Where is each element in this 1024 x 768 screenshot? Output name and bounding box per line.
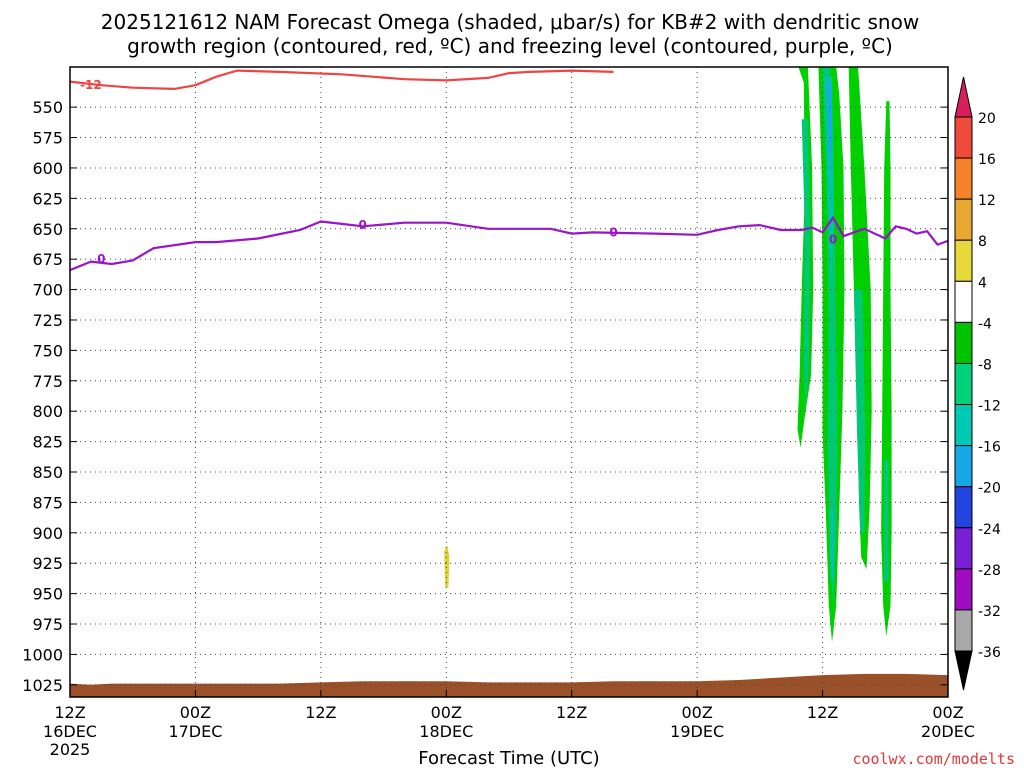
y-tick-label: 775 — [32, 372, 63, 391]
omega-core-3 — [853, 289, 866, 533]
y-tick-label: 800 — [32, 402, 63, 421]
x-tick-label-date: 17DEC — [168, 722, 222, 741]
colorbar-box — [954, 280, 973, 323]
x-tick-label-time: 00Z — [932, 703, 963, 722]
contour-lines: 0 0 0 0 -12 — [69, 69, 949, 272]
x-tick-label-time: 12Z — [305, 703, 336, 722]
omega-yellow-1 — [444, 545, 450, 588]
colorbar-label: 12 — [978, 193, 996, 209]
y-tick-label: 850 — [32, 463, 63, 482]
y-tick-label: 750 — [32, 341, 63, 360]
y-tick-label: 725 — [32, 311, 63, 330]
x-tick-label-year: 2025 — [50, 740, 91, 759]
colorbar-label: -4 — [978, 316, 992, 332]
x-tick-label-time: 12Z — [807, 703, 838, 722]
colorbar-box — [954, 527, 973, 570]
y-tick-label: 550 — [32, 98, 63, 117]
colorbar-bottom-arrow — [954, 650, 973, 691]
colorbar-label: 20 — [978, 111, 996, 127]
terrain-fill — [70, 673, 948, 697]
colorbar-label: 4 — [978, 275, 987, 291]
y-tick-label: 925 — [32, 554, 63, 573]
chart-title-line1: 2025121612 NAM Forecast Omega (shaded, μ… — [101, 10, 919, 34]
x-tick-label-date: 19DEC — [670, 722, 724, 741]
y-tick-label: 675 — [32, 250, 63, 269]
x-tick-label-time: 00Z — [180, 703, 211, 722]
colorbar-box — [954, 609, 973, 652]
colorbar-label: -16 — [978, 440, 1001, 456]
omega-core-4 — [884, 459, 889, 582]
colorbar-box — [954, 157, 973, 200]
colorbar-label: -24 — [978, 522, 1001, 538]
colorbar-label: -28 — [978, 563, 1001, 579]
x-tick-label-date: 20DEC — [921, 722, 975, 741]
dgz-contour-line — [69, 69, 614, 91]
y-tick-label: 650 — [32, 220, 63, 239]
terrain-polygon — [70, 673, 948, 697]
omega-core-1 — [801, 119, 810, 412]
omega-blue-1 — [826, 82, 832, 168]
y-tick-label: 575 — [32, 129, 63, 148]
x-tick-label-time: 12Z — [54, 703, 85, 722]
colorbar-box — [954, 116, 973, 159]
colorbar-box — [954, 568, 973, 611]
gridlines — [70, 67, 948, 697]
y-tick-label: 950 — [32, 585, 63, 604]
omega-shading — [444, 67, 892, 643]
colorbar-label: -12 — [978, 399, 1001, 415]
freezing-level-contour-label: 0 — [609, 225, 617, 239]
plot-frame — [69, 66, 949, 698]
colorbar-label: -20 — [978, 481, 1001, 497]
chart-title-line2: growth region (contoured, red, ºC) and f… — [127, 34, 893, 58]
y-tick-label: 600 — [32, 159, 63, 178]
y-tick-labels: 550 575 600 625 650 675 700 725 750 775 800 825 850 8… — [22, 98, 63, 695]
omega-core-2 — [822, 67, 838, 606]
x-tick-label-date: 18DEC — [419, 722, 473, 741]
colorbar-box — [954, 198, 973, 241]
colorbar-box — [954, 321, 973, 364]
freezing-level-contour-label: 0 — [97, 252, 105, 266]
x-tick-label-time: 12Z — [556, 703, 587, 722]
colorbar-label: -36 — [978, 645, 1001, 661]
freezing-level-contour-line — [69, 215, 949, 272]
colorbar: 20 16 12 8 4 -4 -8 -12 -16 -20 -24 -28 -32 -36 — [954, 76, 1001, 691]
credit-link[interactable]: coolwx.com/modelts — [852, 750, 1015, 768]
x-tick-label-time: 00Z — [431, 703, 462, 722]
colorbar-label: 8 — [978, 234, 987, 250]
axes — [69, 66, 949, 698]
y-tick-label: 625 — [32, 189, 63, 208]
x-tick-label-time: 00Z — [681, 703, 712, 722]
colorbar-box — [954, 445, 973, 488]
freezing-level-contour-label: 0 — [358, 218, 366, 232]
colorbar-top-arrow — [954, 76, 973, 118]
freezing-level-contour-label: 0 — [829, 233, 837, 247]
colorbar-label: -8 — [978, 357, 992, 373]
y-tick-label: 700 — [32, 281, 63, 300]
y-tick-label: 875 — [32, 493, 63, 512]
x-axis-label: Forecast Time (UTC) — [418, 748, 599, 768]
colorbar-label: 16 — [978, 152, 996, 168]
dgz-contour-label: -12 — [80, 78, 102, 92]
y-tick-label: 1000 — [22, 645, 63, 664]
colorbar-box — [954, 362, 973, 406]
colorbar-label: -32 — [978, 604, 1001, 620]
y-tick-label: 975 — [32, 615, 63, 634]
colorbar-box — [954, 486, 973, 529]
colorbar-box — [954, 404, 973, 447]
colorbar-box — [954, 239, 973, 282]
x-tick-label-date: 16DEC — [43, 722, 97, 741]
y-tick-label: 1025 — [22, 676, 63, 695]
y-tick-label: 825 — [32, 433, 63, 452]
y-tick-label: 900 — [32, 524, 63, 543]
